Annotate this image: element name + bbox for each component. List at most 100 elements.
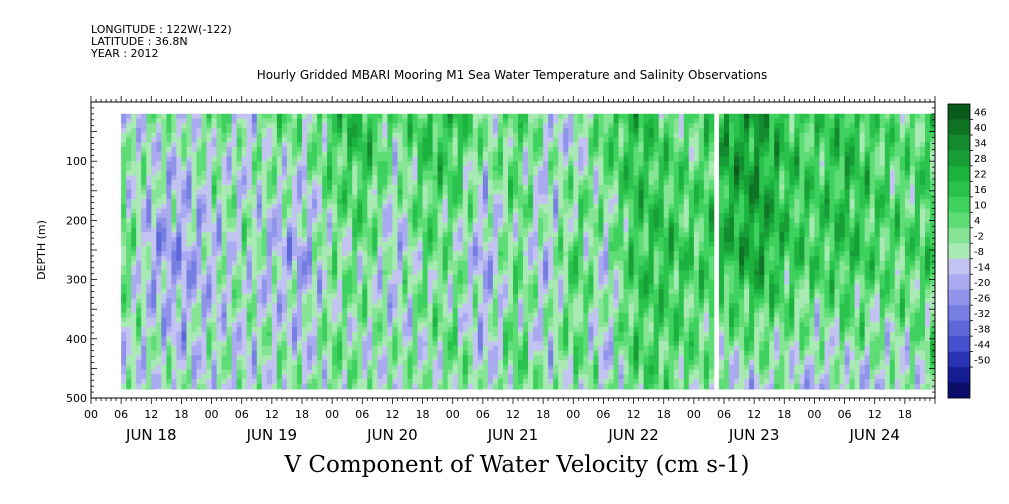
heatmap-cell: [126, 199, 132, 205]
heatmap-cell: [171, 388, 177, 390]
heatmap-cell: [136, 303, 142, 309]
heatmap-cell: [387, 161, 393, 167]
heatmap-cell: [417, 270, 423, 276]
heatmap-cell: [251, 175, 258, 181]
heatmap-cell: [412, 199, 418, 205]
heatmap-cell: [271, 199, 278, 205]
heatmap-cell: [503, 327, 509, 333]
heatmap-cell: [352, 312, 358, 318]
heatmap-cell: [482, 194, 489, 200]
heatmap-cell: [337, 345, 343, 351]
heatmap-cell: [286, 260, 293, 266]
heatmap-cell: [392, 165, 398, 171]
heatmap-cell: [131, 203, 137, 209]
heatmap-cell: [543, 165, 549, 171]
heatmap-cell: [518, 327, 524, 333]
heatmap-cell: [166, 303, 172, 309]
heatmap-cell: [176, 232, 182, 238]
heatmap-cell: [447, 165, 454, 171]
heatmap-cell: [156, 279, 162, 285]
heatmap-cell: [447, 180, 454, 186]
heatmap-cell: [533, 374, 539, 380]
heatmap-cell: [161, 113, 167, 119]
heatmap-cell: [387, 270, 393, 276]
heatmap-cell: [533, 189, 539, 195]
heatmap-cell: [146, 227, 152, 233]
heatmap-cell: [312, 322, 318, 328]
heatmap-cell: [221, 208, 227, 214]
heatmap-cell: [251, 350, 258, 356]
heatmap-cell: [397, 388, 403, 390]
heatmap-cell: [206, 165, 212, 171]
heatmap-cell: [452, 374, 459, 380]
heatmap-cell: [397, 161, 403, 167]
heatmap-cell: [151, 341, 157, 347]
heatmap-cell: [533, 237, 539, 243]
heatmap-cell: [136, 142, 142, 148]
heatmap-cell: [367, 355, 373, 361]
heatmap-cell: [497, 308, 504, 314]
heatmap-cell: [327, 284, 333, 290]
heatmap-cell: [392, 142, 398, 148]
heatmap-cell: [216, 208, 222, 214]
heatmap-cell: [337, 270, 343, 276]
heatmap-cell: [302, 312, 308, 318]
heatmap-cell: [251, 151, 258, 157]
heatmap-cell: [196, 156, 202, 162]
heatmap-cell: [322, 350, 328, 356]
heatmap-cell: [312, 194, 318, 200]
heatmap-cell: [422, 293, 428, 299]
heatmap-cell: [161, 165, 167, 171]
heatmap-cell: [186, 142, 192, 148]
heatmap-cell: [417, 237, 423, 243]
heatmap-cell: [452, 118, 459, 124]
heatmap-cell: [297, 232, 303, 238]
heatmap-cell: [196, 350, 202, 356]
heatmap-cell: [241, 327, 248, 333]
heatmap-cell: [513, 289, 519, 295]
heatmap-cell: [477, 118, 484, 124]
heatmap-cell: [241, 203, 248, 209]
heatmap-cell: [482, 260, 489, 266]
heatmap-cell: [533, 289, 539, 295]
heatmap-cell: [538, 383, 544, 389]
heatmap-cell: [362, 123, 368, 129]
heatmap-cell: [261, 289, 268, 295]
heatmap-cell: [452, 303, 459, 309]
heatmap-cell: [292, 175, 298, 181]
heatmap-cell: [497, 123, 504, 129]
heatmap-cell: [196, 308, 202, 314]
heatmap-cell: [181, 128, 187, 134]
heatmap-cell: [307, 251, 313, 257]
heatmap-cell: [191, 383, 197, 389]
heatmap-cell: [312, 364, 318, 370]
heatmap-cell: [397, 350, 403, 356]
heatmap-cell: [226, 331, 232, 337]
heatmap-cell: [513, 322, 519, 328]
heatmap-cell: [347, 246, 353, 252]
heatmap-cell: [387, 274, 393, 280]
heatmap-cell: [307, 151, 313, 157]
heatmap-cell: [457, 175, 464, 181]
heatmap-cell: [508, 194, 514, 200]
heatmap-cell: [307, 213, 313, 219]
heatmap-cell: [201, 274, 207, 280]
heatmap-cell: [357, 355, 363, 361]
heatmap-cell: [186, 289, 192, 295]
heatmap-cell: [377, 270, 383, 276]
heatmap-cell: [266, 289, 273, 295]
heatmap-cell: [166, 175, 172, 181]
heatmap-cell: [513, 327, 519, 333]
heatmap-cell: [427, 151, 433, 157]
heatmap-cell: [432, 123, 438, 129]
heatmap-cell: [196, 360, 202, 366]
heatmap-cell: [472, 312, 479, 318]
heatmap-cell: [166, 388, 172, 390]
heatmap-cell: [372, 260, 378, 266]
heatmap-cell: [156, 388, 162, 390]
heatmap-cell: [191, 331, 197, 337]
heatmap-cell: [246, 123, 253, 129]
heatmap-cell: [302, 355, 308, 361]
heatmap-cell: [221, 142, 227, 148]
heatmap-cell: [392, 237, 398, 243]
